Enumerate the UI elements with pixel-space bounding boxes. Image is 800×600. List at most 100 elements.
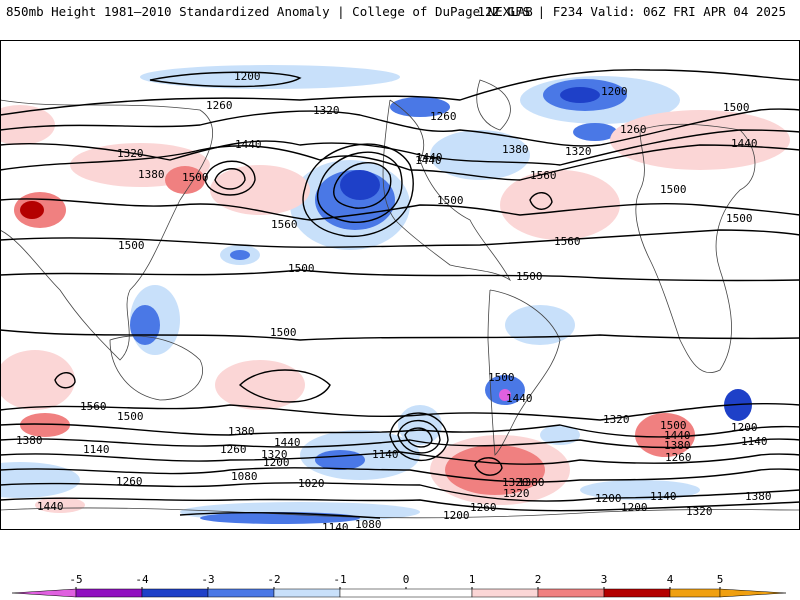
anomaly-neg1-polar-band bbox=[140, 65, 400, 89]
contour-sa-high bbox=[474, 457, 503, 476]
colorbar-tick-label: -1 bbox=[333, 573, 346, 586]
contour-south-low-1 bbox=[404, 427, 433, 448]
contour-label: 1200 bbox=[595, 492, 622, 505]
contour-label: 1440 bbox=[731, 137, 758, 150]
contour-1140-south bbox=[0, 497, 800, 512]
contour-1200-arctic bbox=[149, 71, 302, 88]
colorbar-seg-neg3 bbox=[141, 588, 209, 598]
anomaly-pos1-atlantic bbox=[500, 170, 620, 240]
contour-label: 1320 bbox=[565, 145, 592, 158]
contour-label: 1260 bbox=[206, 99, 233, 112]
contour-label: 1080 bbox=[231, 470, 258, 483]
colorbar-tick-label: 4 bbox=[667, 573, 674, 586]
anomaly-neg1-south-am bbox=[505, 305, 575, 345]
contour-label: 1500 bbox=[288, 262, 315, 275]
contour-label: 1500 bbox=[118, 239, 145, 252]
contour-indian-high bbox=[54, 372, 76, 389]
contour-label: 1500 bbox=[726, 212, 753, 225]
contour-1500-south-1 bbox=[0, 329, 800, 341]
contour-siberia-high-2 bbox=[204, 160, 256, 196]
anomaly-pos2-indian-s bbox=[20, 413, 70, 437]
anomaly-pos4-tibet bbox=[20, 201, 44, 219]
colorbar-seg-pos2 bbox=[537, 588, 605, 598]
colorbar-seg-zero bbox=[339, 588, 473, 598]
colorbar-tick-label: -3 bbox=[201, 573, 214, 586]
coast-antarctica bbox=[0, 507, 800, 519]
contour-label: 1140 bbox=[83, 443, 110, 456]
anomaly-neg1-sw bbox=[0, 462, 80, 498]
contour-label: 1380 bbox=[518, 476, 545, 489]
anomaly-pos1-indian-s bbox=[0, 350, 75, 410]
anomaly-pos2-siberia bbox=[165, 166, 205, 194]
contour-1560-north bbox=[0, 229, 800, 248]
contour-label: 1140 bbox=[741, 435, 768, 448]
contour-label: 1500 bbox=[723, 101, 750, 114]
colorbar-tick-label: -4 bbox=[135, 573, 149, 586]
contour-label: 1560 bbox=[554, 235, 581, 248]
contour-label: 1200 bbox=[443, 509, 470, 522]
anomaly-neg2-indian bbox=[130, 305, 160, 345]
colorbar-seg-neg5 bbox=[11, 588, 77, 598]
contour-1500-south-2 bbox=[0, 402, 800, 421]
anomaly-neg1-antarctic bbox=[580, 480, 700, 500]
coast-greenland bbox=[476, 79, 511, 131]
coast-australia bbox=[109, 335, 203, 401]
contour-label: 1140 bbox=[322, 521, 349, 530]
colorbar-seg-pos3 bbox=[603, 588, 671, 598]
contour-label: 1140 bbox=[650, 490, 677, 503]
anomaly-pos1-alaska bbox=[210, 165, 310, 215]
coastlines bbox=[0, 79, 800, 519]
contour-label: 1260 bbox=[620, 123, 647, 136]
colorbar-tick-labels: -5 -4 -3 -2 -1 0 1 2 3 4 5 bbox=[69, 573, 723, 586]
anomaly-pos1-sw bbox=[35, 497, 85, 513]
anomaly-shading bbox=[0, 65, 790, 524]
contour-label: 1440 bbox=[664, 429, 691, 442]
contour-label: 1500 bbox=[660, 183, 687, 196]
contour-label: 1440 bbox=[415, 154, 442, 167]
colorbar-seg-neg1 bbox=[273, 588, 341, 598]
contour-pacific-low-1 bbox=[333, 161, 392, 209]
contour-label: 1500 bbox=[182, 171, 209, 184]
contour-1260-south bbox=[0, 467, 800, 483]
contour-label: 1380 bbox=[138, 168, 165, 181]
contour-label: 1200 bbox=[621, 501, 648, 514]
contour-label: 1260 bbox=[665, 451, 692, 464]
contour-1560-south bbox=[238, 369, 331, 403]
colorbar: -5 -4 -3 -2 -1 0 1 2 3 4 5 bbox=[11, 573, 787, 598]
contour-pacific-low-2 bbox=[316, 151, 403, 223]
contour-label: 1320 bbox=[117, 147, 144, 160]
colorbar-seg-pos1 bbox=[471, 588, 539, 598]
contour-label: 1560 bbox=[530, 169, 557, 182]
contour-label: 1500 bbox=[437, 194, 464, 207]
colorbar-tick-label: -2 bbox=[267, 573, 280, 586]
anomaly-pos1-w-europe bbox=[0, 105, 55, 145]
coast-south-america bbox=[487, 289, 561, 456]
contour-label: 1500 bbox=[270, 326, 297, 339]
contour-1200-south bbox=[0, 482, 800, 502]
anomaly-neg1-s-atlantic-3 bbox=[540, 425, 580, 445]
contour-label: 1500 bbox=[660, 419, 687, 432]
colorbar-seg-neg4 bbox=[75, 588, 143, 598]
contour-label: 1320 bbox=[686, 505, 713, 518]
contour-label: 1380 bbox=[16, 434, 43, 447]
colorbar-tick-label: 5 bbox=[717, 573, 724, 586]
colorbar-seg-pos5 bbox=[719, 588, 787, 598]
contour-labels: 1200 1260 1320 1380 1440 1500 1560 1200 … bbox=[16, 70, 772, 530]
contour-label: 1320 bbox=[603, 413, 630, 426]
map-title: 850mb Height 1981–2010 Standardized Anom… bbox=[6, 4, 533, 19]
contour-label: 1500 bbox=[516, 270, 543, 283]
contour-label: 1440 bbox=[37, 500, 64, 513]
contour-label: 1080 bbox=[355, 518, 382, 530]
contour-label: 1260 bbox=[220, 443, 247, 456]
coast-asia bbox=[0, 99, 213, 361]
contour-label: 1140 bbox=[372, 448, 399, 461]
anomaly-pos2-s-atlantic-2 bbox=[445, 445, 545, 495]
colorbar-seg-pos4 bbox=[669, 588, 721, 598]
contour-label: 1260 bbox=[430, 110, 457, 123]
contour-label: 1200 bbox=[263, 456, 290, 469]
contour-label: 1380 bbox=[745, 490, 772, 503]
contour-1500-north bbox=[0, 198, 800, 221]
contour-1440-south bbox=[0, 423, 800, 438]
contour-label: 1500 bbox=[117, 410, 144, 423]
colorbar-tick-label: 2 bbox=[535, 573, 542, 586]
